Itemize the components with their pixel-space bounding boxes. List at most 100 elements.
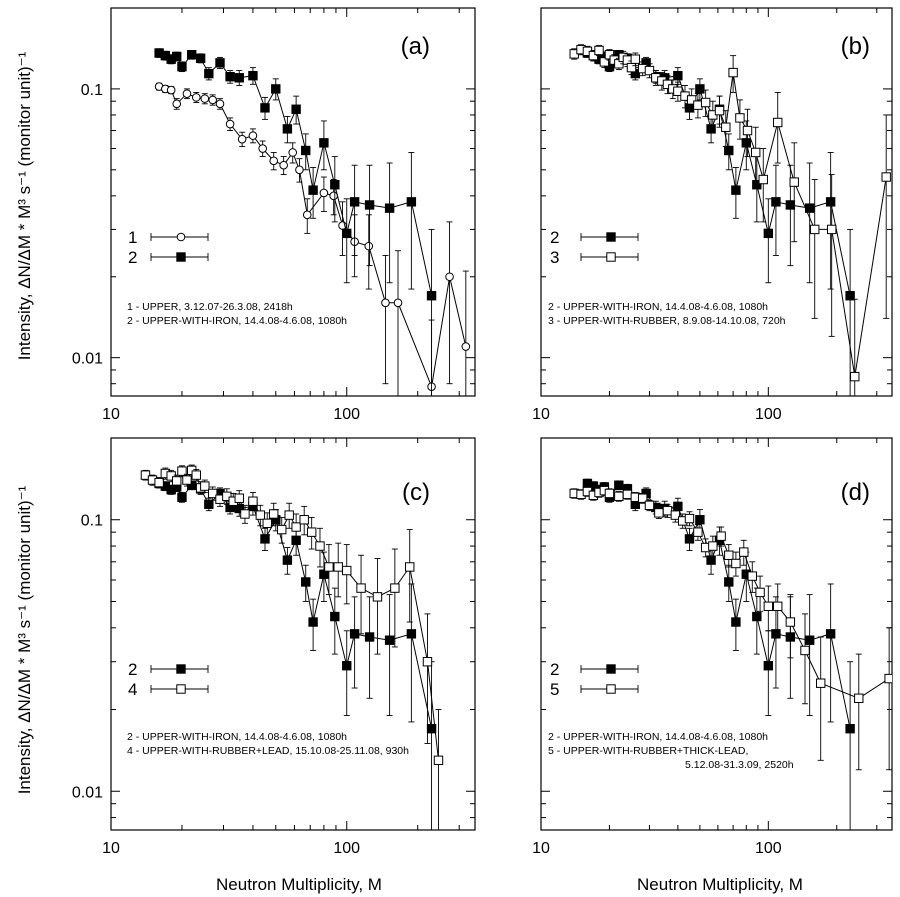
data-point-1-25: [200, 94, 210, 103]
panel-c-ytick-label-0.1: 0.1: [81, 513, 103, 530]
panel-a-ytick-label-0.1: 0.1: [81, 82, 103, 99]
data-point-1-124: [364, 241, 374, 251]
data-point-3-190: [826, 224, 837, 235]
panel-b-legend-label-2: 2: [550, 228, 559, 247]
panel-d-note-2: 5 - UPPER-WITH-RUBBER+THICK-LEAD,: [548, 745, 748, 757]
data-point-4-115: [356, 583, 366, 593]
data-point-1-18: [166, 85, 176, 95]
panel-b-note-1: 2 - UPPER-WITH-IRON, 14.4.08-4.6.08, 108…: [548, 301, 768, 313]
series-1: [154, 82, 471, 396]
data-point-4-84: [324, 562, 334, 572]
data-point-4-57: [284, 510, 294, 520]
data-point-2-100: [763, 228, 774, 239]
legend-marker-2: [176, 664, 186, 674]
data-point-2-125: [785, 200, 796, 210]
data-point-1-32: [225, 119, 235, 129]
data-point-2-50: [271, 84, 281, 94]
panel-a-label: (a): [401, 33, 430, 60]
panel-c-legend-label-2: 2: [128, 660, 137, 679]
data-point-5-340: [884, 673, 892, 684]
panel-d: 10 100 (d) 2 5 2 - UPPER-WITH-IRON, 14.4…: [532, 437, 893, 857]
data-point-2-56: [706, 124, 716, 134]
data-point-5-92: [755, 587, 765, 598]
panel-d-frame: [540, 437, 893, 831]
data-point-2-100: [763, 661, 774, 671]
series-5: [569, 485, 892, 771]
legend-marker-5: [606, 684, 616, 694]
data-point-5-20: [604, 488, 615, 499]
data-point-3-46: [686, 95, 697, 105]
data-point-3-61: [714, 105, 725, 116]
data-point-1-320: [461, 342, 471, 351]
data-point-3-81: [742, 125, 753, 136]
data-point-2-61: [291, 104, 301, 114]
data-point-2-229: [845, 723, 855, 734]
x-axis-label-left: Neutron Multiplicity, M: [216, 875, 382, 894]
series-3: [569, 44, 891, 396]
data-point-4-21: [182, 475, 192, 485]
data-point-4-43: [255, 510, 266, 520]
data-point-4-160: [390, 583, 400, 593]
data-point-2-35: [234, 73, 244, 83]
data-point-2-89: [330, 180, 340, 190]
data-point-3-75: [735, 113, 745, 123]
series-line: [158, 86, 467, 389]
data-point-2-20: [177, 492, 187, 502]
data-point-1-59: [288, 148, 298, 157]
data-point-4-46: [262, 518, 272, 529]
data-point-1-44: [258, 144, 267, 153]
panel-a-note-1: 1 - UPPER, 3.12.07-26.3.08, 2418h: [127, 301, 293, 313]
panel-c-ytick-label-0.01: 0.01: [72, 784, 103, 801]
panel-b-legend: 2 3: [550, 228, 639, 267]
panel-b-legend-label-3: 3: [550, 248, 559, 267]
data-point-4-49: [269, 509, 279, 519]
panel-a-ytick-label-0.01: 0.01: [72, 351, 103, 368]
data-point-4-37: [240, 509, 250, 519]
data-point-4-19: [172, 476, 182, 486]
data-point-1-68: [302, 210, 312, 220]
data-point-5-57: [708, 541, 718, 551]
panel-b-xtick-label-10: 10: [532, 406, 550, 423]
data-point-2-152: [384, 635, 395, 645]
x-axis-label-right: Neutron Multiplicity, M: [637, 875, 803, 894]
panel-b-note-2: 3 - UPPER-WITH-RUBBER, 8.9.08-14.10.08, …: [548, 315, 786, 327]
panel-a-xtick-label-100: 100: [333, 406, 360, 423]
panel-a-legend-label-2: 2: [128, 248, 137, 267]
data-point-1-146: [381, 298, 390, 308]
series-4: [140, 464, 444, 830]
series-line: [573, 49, 887, 377]
data-point-2-29: [215, 58, 225, 68]
data-point-2-45: [260, 103, 270, 113]
legend-marker-2: [606, 664, 616, 674]
data-point-4-53: [277, 524, 287, 535]
panel-b-frame: [540, 7, 893, 397]
panel-a-note-2: 2 - UPPER-WITH-IRON, 14.4.08-4.6.08, 108…: [127, 315, 347, 327]
data-point-2-56: [706, 555, 716, 565]
data-point-2-67: [301, 145, 311, 156]
data-point-1-49: [269, 156, 279, 166]
y-axis-label-top: Intensity, ΔN/ΔM * M³ s⁻¹ (monitor unit)…: [15, 51, 34, 360]
data-point-2-26: [204, 68, 214, 79]
data-point-4-27: [207, 488, 218, 499]
panel-d-xtick-label-100: 100: [755, 840, 782, 857]
data-point-2-22: [187, 50, 197, 60]
data-point-3-240: [850, 371, 860, 382]
data-point-1-21: [182, 89, 192, 98]
data-point-2-229: [845, 291, 855, 301]
data-point-2-45: [260, 534, 270, 544]
data-point-2-152: [804, 635, 815, 645]
data-point-1-29: [215, 99, 225, 109]
data-point-3-95: [758, 174, 768, 185]
data-point-5-110: [773, 601, 783, 611]
data-point-5-22: [614, 491, 624, 501]
panel-d-xtick-label-10: 10: [532, 840, 550, 857]
data-point-3-70: [728, 67, 738, 78]
panel-d-ticks: [540, 437, 892, 830]
data-point-5-24: [622, 489, 633, 500]
panel-b-xtick-label-100: 100: [755, 406, 782, 423]
data-point-4-20: [177, 466, 187, 476]
data-point-5-100: [763, 601, 774, 611]
panel-b-ticks: [540, 7, 892, 396]
data-point-2-22: [614, 480, 624, 490]
data-point-4-16: [154, 477, 164, 488]
